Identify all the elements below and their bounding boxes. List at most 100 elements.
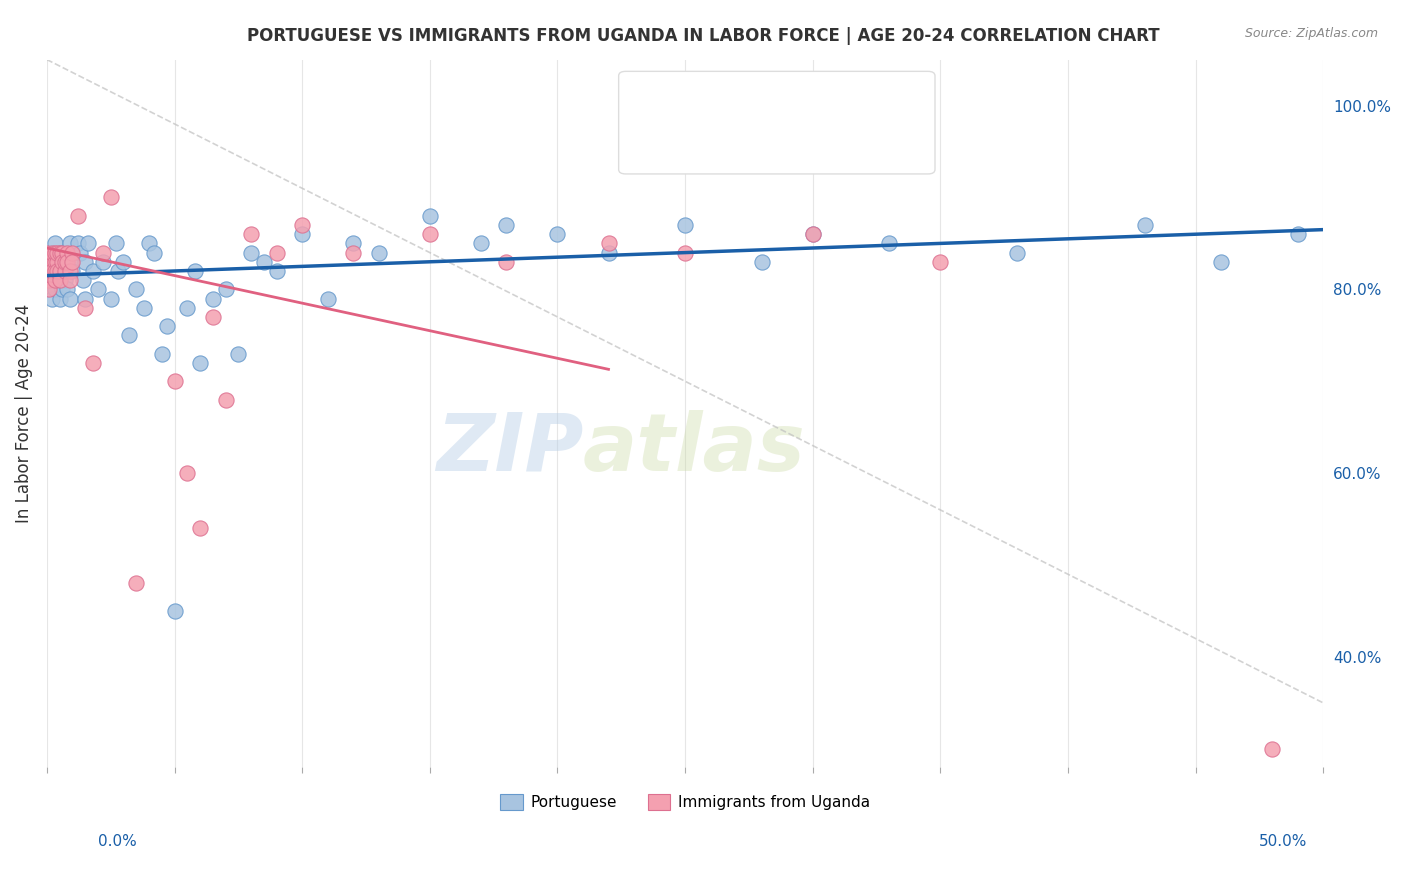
- Point: [75, 254, 97, 268]
- Point: [546, 227, 568, 242]
- Point: [72, 273, 94, 287]
- Point: [82, 264, 104, 278]
- Point: [53, 264, 76, 278]
- Point: [59, 236, 82, 251]
- Text: -0.142: -0.142: [720, 133, 779, 151]
- Point: [291, 218, 314, 232]
- Point: [66, 209, 89, 223]
- Point: [48, 245, 70, 260]
- Point: [51, 254, 73, 268]
- Point: [38, 264, 60, 278]
- Point: [214, 282, 236, 296]
- Point: [132, 301, 155, 315]
- Text: atlas: atlas: [583, 409, 806, 488]
- Point: [59, 264, 82, 278]
- Point: [62, 254, 84, 268]
- Point: [879, 236, 901, 251]
- Point: [38, 254, 60, 268]
- Point: [35, 264, 58, 278]
- Point: [35, 264, 58, 278]
- Point: [48, 245, 70, 260]
- Text: R =: R =: [682, 133, 717, 151]
- Point: [44, 245, 66, 260]
- Point: [76, 236, 98, 251]
- Point: [41, 245, 63, 260]
- Point: [35, 245, 58, 260]
- Point: [201, 310, 224, 324]
- Point: [48, 273, 70, 287]
- Point: [100, 292, 122, 306]
- Point: [112, 254, 135, 268]
- Point: [125, 576, 148, 591]
- Point: [35, 254, 58, 268]
- Point: [53, 273, 76, 287]
- Text: 52: 52: [841, 133, 863, 151]
- Text: N =: N =: [800, 133, 837, 151]
- Point: [1211, 254, 1233, 268]
- Point: [1005, 245, 1028, 260]
- Text: 0.280: 0.280: [720, 95, 772, 113]
- Point: [75, 301, 97, 315]
- Point: [75, 292, 97, 306]
- Point: [41, 292, 63, 306]
- Point: [56, 245, 79, 260]
- Point: [38, 273, 60, 287]
- Point: [62, 264, 84, 278]
- Point: [82, 356, 104, 370]
- Point: [46, 264, 69, 278]
- Point: [38, 282, 60, 296]
- Point: [801, 227, 824, 242]
- Point: [1261, 742, 1284, 756]
- Point: [163, 604, 186, 618]
- Point: [188, 356, 211, 370]
- Point: [201, 292, 224, 306]
- Point: [751, 254, 773, 268]
- Point: [470, 236, 492, 251]
- Point: [41, 254, 63, 268]
- Point: [35, 282, 58, 296]
- Point: [367, 245, 389, 260]
- Point: [125, 282, 148, 296]
- Point: [598, 245, 620, 260]
- Point: [228, 347, 250, 361]
- Point: [176, 466, 198, 480]
- Point: [240, 245, 263, 260]
- Point: [673, 218, 696, 232]
- Text: 71: 71: [841, 95, 863, 113]
- Point: [266, 264, 288, 278]
- Point: [495, 218, 517, 232]
- Point: [51, 254, 73, 268]
- Point: [44, 254, 66, 268]
- Point: [100, 190, 122, 204]
- Point: [44, 264, 66, 278]
- Legend: Portuguese, Immigrants from Uganda: Portuguese, Immigrants from Uganda: [494, 788, 876, 816]
- Text: N =: N =: [800, 95, 837, 113]
- Point: [59, 273, 82, 287]
- Point: [44, 264, 66, 278]
- Point: [41, 245, 63, 260]
- Point: [46, 254, 69, 268]
- Text: Source: ZipAtlas.com: Source: ZipAtlas.com: [1244, 27, 1378, 40]
- Point: [56, 254, 79, 268]
- Point: [44, 273, 66, 287]
- Point: [342, 236, 364, 251]
- Point: [69, 245, 91, 260]
- Point: [419, 209, 441, 223]
- Point: [240, 227, 263, 242]
- Point: [342, 245, 364, 260]
- Point: [87, 282, 110, 296]
- Point: [46, 254, 69, 268]
- Point: [44, 282, 66, 296]
- Point: [46, 273, 69, 287]
- Text: 0.0%: 0.0%: [98, 834, 138, 849]
- Point: [104, 236, 127, 251]
- Point: [929, 254, 952, 268]
- Point: [56, 282, 79, 296]
- Point: [62, 254, 84, 268]
- Point: [38, 254, 60, 268]
- Point: [48, 292, 70, 306]
- Point: [495, 254, 517, 268]
- Point: [51, 282, 73, 296]
- Point: [598, 236, 620, 251]
- Point: [266, 245, 288, 260]
